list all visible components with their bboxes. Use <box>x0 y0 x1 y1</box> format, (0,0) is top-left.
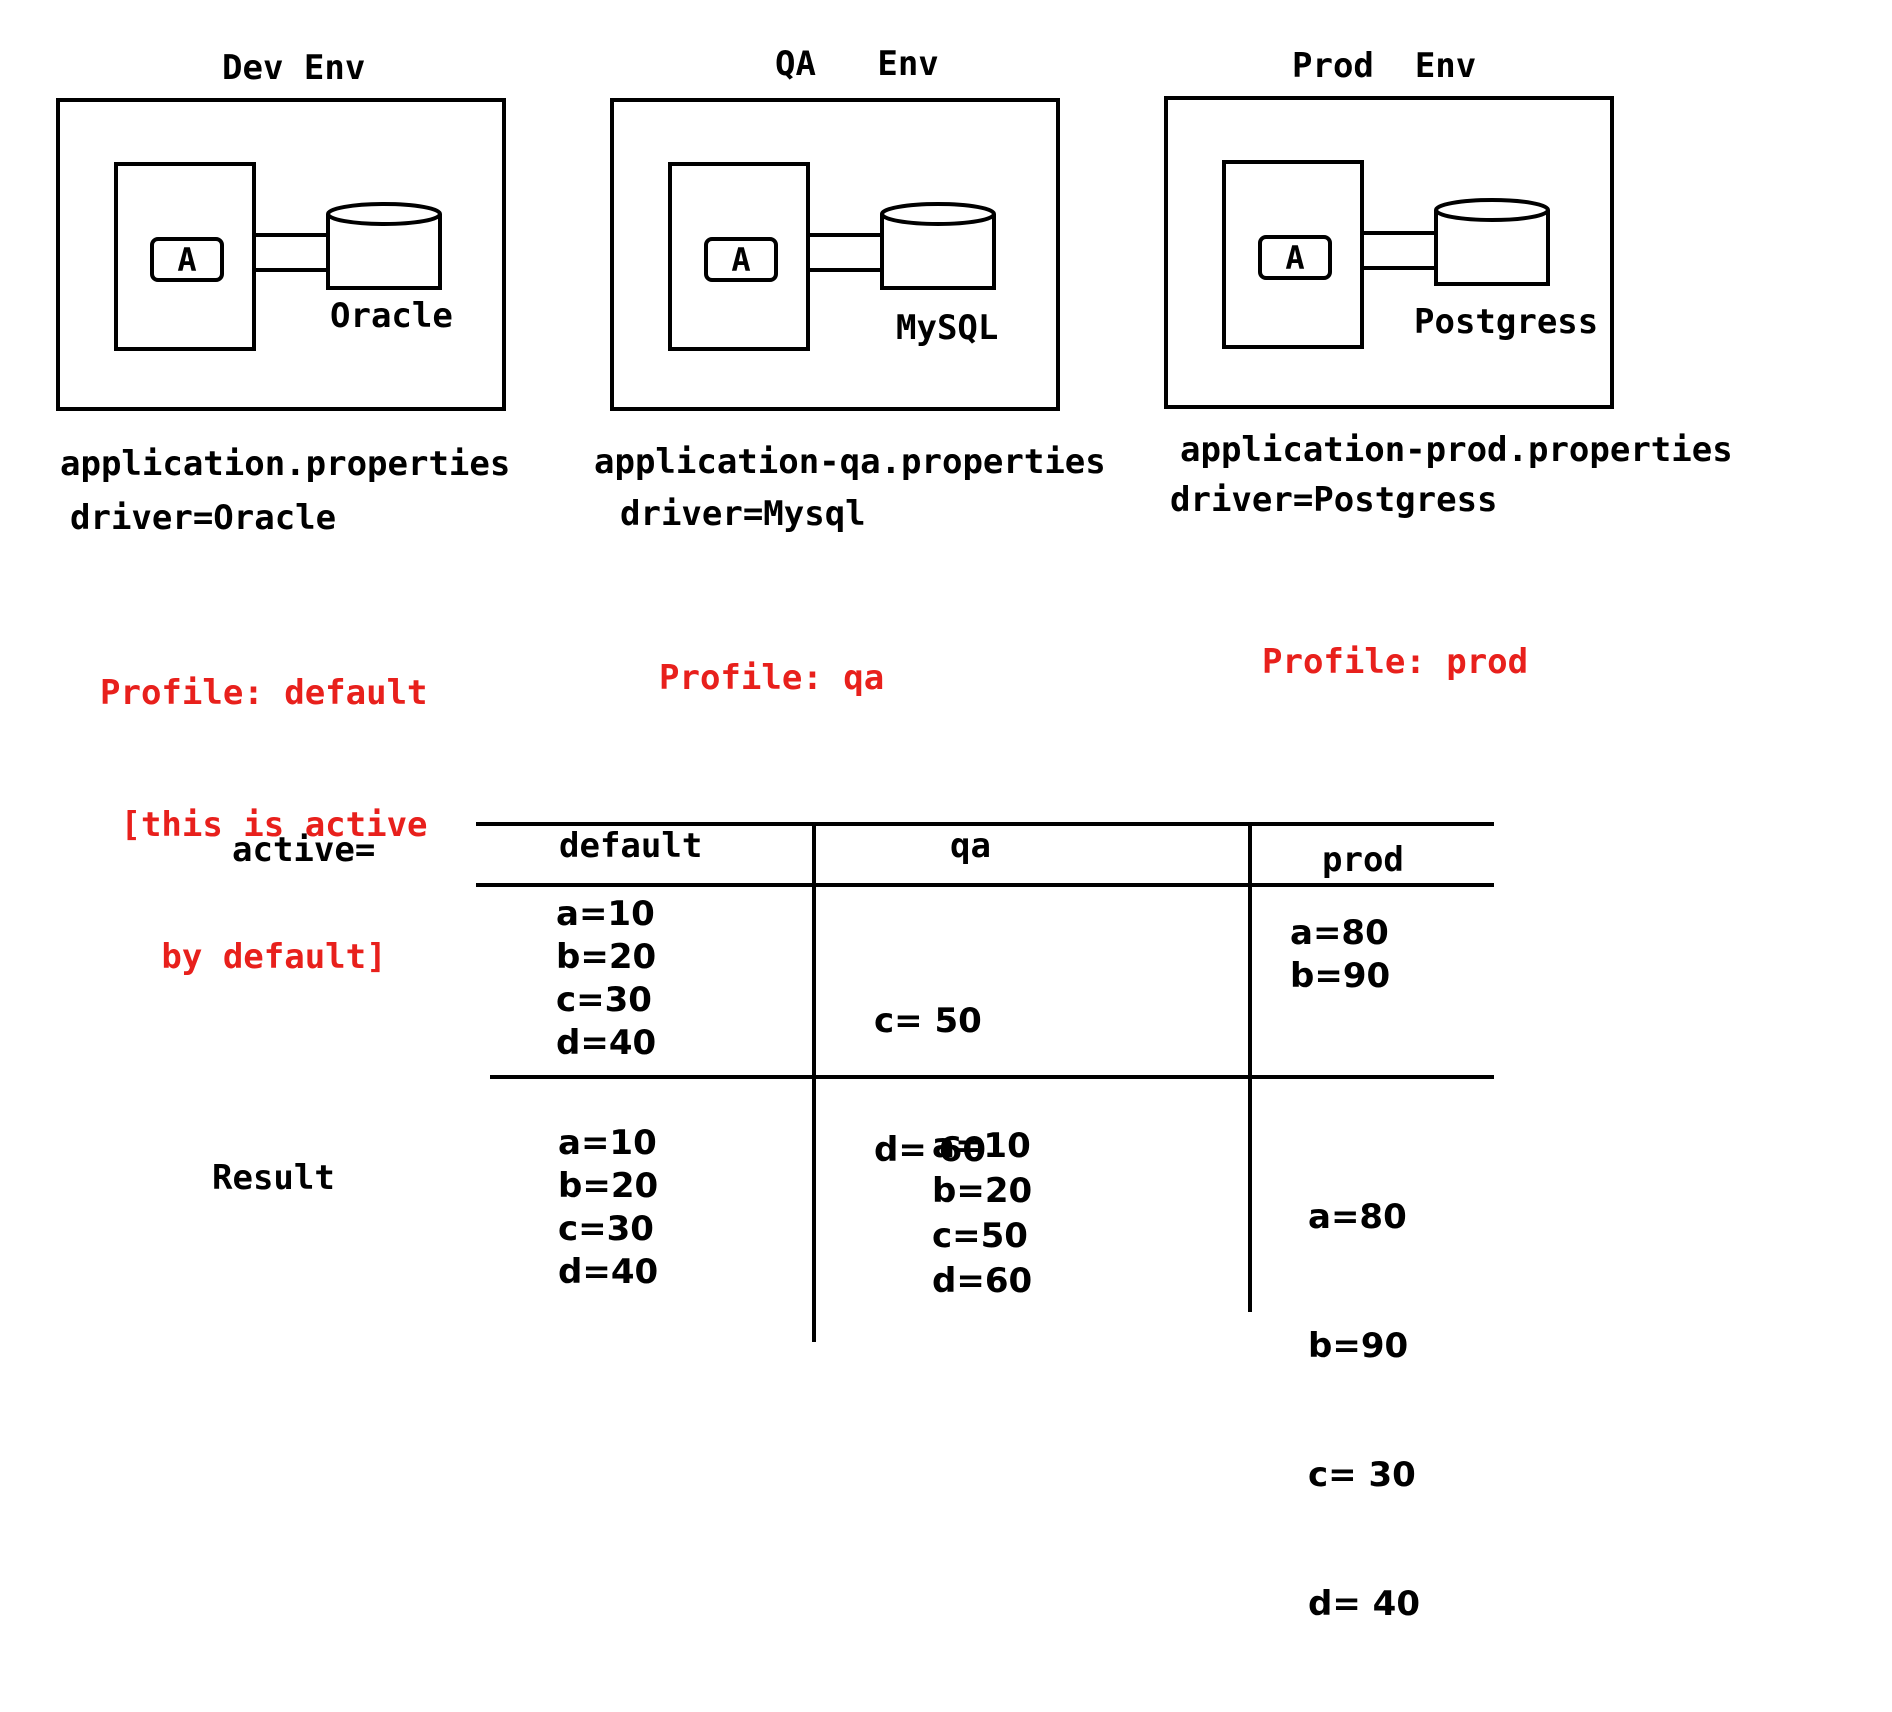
property-value: d= 60 <box>874 1130 986 1170</box>
property-value: b=90 <box>1308 1326 1409 1366</box>
app-container <box>1222 160 1364 349</box>
property-value: d=40 <box>556 1023 657 1063</box>
env-box <box>610 98 1060 411</box>
properties-file: application-prod.properties <box>1180 430 1733 470</box>
column-header-prod: prod <box>1322 840 1404 880</box>
property-value: c=30 <box>558 1209 654 1249</box>
result-values-prod: a=80 b=90 c= 30 d= 40 <box>1308 1110 1420 1712</box>
driver-setting: driver=Postgress <box>1170 480 1498 520</box>
env-title: Prod Env <box>1292 46 1477 86</box>
active-values-qa: c= 50 d= 60 <box>874 914 986 1258</box>
profile-note: Profile: qa <box>659 568 884 788</box>
column-header-qa: qa <box>950 826 991 866</box>
profile-note: Profile: prod <box>1262 552 1528 772</box>
properties-file: application.properties <box>60 444 511 484</box>
profile-line: Profile: qa <box>659 658 885 698</box>
property-value: a=80 <box>1308 1197 1407 1237</box>
property-value: c=30 <box>556 980 652 1020</box>
profile-line: by default] <box>100 937 387 977</box>
property-value: a=10 <box>558 1123 657 1163</box>
property-value: a=80 <box>1290 913 1389 953</box>
app-label: A <box>150 237 224 282</box>
property-value: b=90 <box>1290 956 1391 996</box>
driver-setting: driver=Mysql <box>620 494 866 534</box>
property-value: d=40 <box>558 1252 659 1292</box>
connector <box>252 233 328 272</box>
database-icon <box>326 202 442 290</box>
profile-line: Profile: prod <box>1262 642 1529 682</box>
app-container <box>114 162 256 351</box>
env-box <box>1164 96 1614 409</box>
property-value: d=60 <box>932 1261 1033 1301</box>
property-value: b=20 <box>932 1171 1033 1211</box>
property-value: b=20 <box>556 937 657 977</box>
active-values-prod: a=80 b=90 <box>1290 912 1390 998</box>
app-label: A <box>1258 235 1332 280</box>
column-header-default: default <box>559 826 703 866</box>
profile-note: Profile: default [this is active by defa… <box>100 583 428 1067</box>
connector <box>1360 231 1436 270</box>
property-value: b=20 <box>558 1166 659 1206</box>
database-name: MySQL <box>896 308 999 348</box>
property-value: c= 50 <box>874 1001 982 1041</box>
database-name: Oracle <box>330 296 453 336</box>
diagram-shapes <box>252 198 1550 1342</box>
table-grid <box>476 822 1494 1342</box>
database-name: Postgress <box>1414 302 1599 342</box>
env-title: Dev Env <box>222 48 366 88</box>
property-value: d= 40 <box>1308 1584 1420 1624</box>
properties-file: application-qa.properties <box>594 442 1106 482</box>
row-label-active: active= <box>232 830 376 870</box>
result-values-qa: a=10 b=20 c=50 d=60 <box>932 1124 1032 1304</box>
env-title: QA Env <box>775 44 939 84</box>
app-container <box>668 162 810 351</box>
driver-setting: driver=Oracle <box>70 498 337 538</box>
property-value: c=50 <box>932 1216 1028 1256</box>
result-values-default: a=10 b=20 c=30 d=40 <box>558 1122 658 1294</box>
property-value: a=10 <box>932 1126 1031 1166</box>
database-icon <box>880 202 996 290</box>
profile-line: Profile: default <box>100 673 428 713</box>
profile-line: [this is active <box>100 805 428 845</box>
app-label: A <box>704 237 778 282</box>
property-value: c= 30 <box>1308 1455 1416 1495</box>
database-icon <box>1434 198 1550 286</box>
property-value: a=10 <box>556 894 655 934</box>
env-box <box>56 98 506 411</box>
connector <box>808 233 882 272</box>
row-label-result: Result <box>212 1158 335 1198</box>
active-values-default: a=10 b=20 c=30 d=40 <box>556 893 656 1065</box>
